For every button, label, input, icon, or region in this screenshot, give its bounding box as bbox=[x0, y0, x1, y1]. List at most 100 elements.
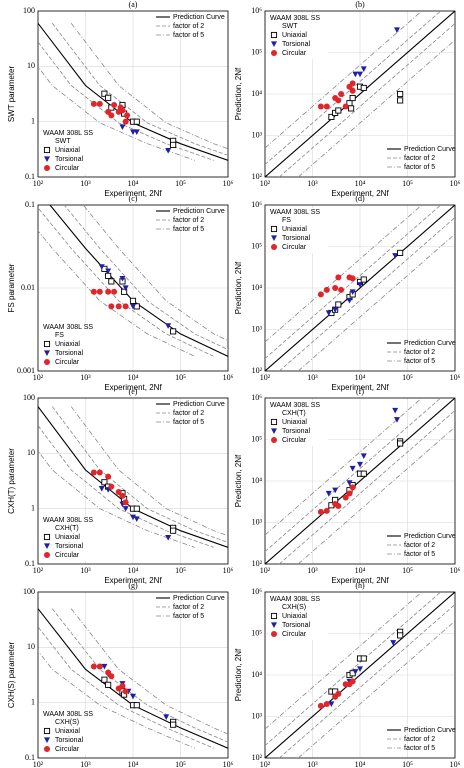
marker-circle bbox=[349, 484, 356, 491]
marker-circle bbox=[332, 285, 339, 291]
marker-square bbox=[360, 276, 367, 283]
marker-circle bbox=[335, 502, 342, 509]
marker-triangle bbox=[332, 307, 339, 313]
curve bbox=[265, 592, 455, 758]
y-tick-label: 10⁴ bbox=[251, 670, 262, 679]
legend-label: Prediction Curve bbox=[404, 340, 456, 347]
line-legend: Prediction Curve factor of 2 factor of 5 bbox=[387, 146, 456, 171]
marker-square bbox=[121, 288, 128, 295]
y-tick-label: 10⁶ bbox=[251, 6, 262, 15]
line-legend: Prediction Curve factor of 2 factor of 5 bbox=[156, 208, 225, 233]
marker-circle bbox=[111, 288, 118, 295]
marker-circle bbox=[111, 102, 118, 109]
legend-label: Circular bbox=[282, 437, 307, 444]
marker-circle bbox=[323, 507, 330, 514]
marker-circle bbox=[96, 100, 103, 107]
legend-label: Uniaxial bbox=[55, 534, 80, 541]
marker-circle bbox=[323, 701, 330, 708]
marker-circle bbox=[338, 91, 345, 97]
marker-circle bbox=[271, 244, 277, 250]
curve bbox=[38, 406, 228, 548]
marker-square bbox=[328, 113, 335, 120]
legend-label: Uniaxial bbox=[282, 226, 307, 233]
marker-circle bbox=[44, 359, 50, 365]
y-tick-label: 100 bbox=[23, 393, 35, 402]
marker-triangle bbox=[360, 453, 367, 460]
marker-triangle bbox=[357, 666, 363, 672]
marker-triangle bbox=[101, 663, 108, 670]
y-tick-label: 10⁴ bbox=[251, 89, 262, 98]
y-tick-label: 10³ bbox=[252, 130, 263, 139]
marker-triangle bbox=[360, 66, 367, 73]
x-tick-label: 10⁴ bbox=[128, 373, 139, 382]
panel-label: (h) bbox=[355, 581, 365, 590]
x-axis-label: Experiment, 2Nf bbox=[331, 576, 389, 585]
marker-triangle bbox=[133, 516, 140, 523]
marker-square bbox=[397, 440, 404, 447]
panel: (h)10²10³10⁴10⁵10⁶10²10³10⁴10⁵10⁶Experim… bbox=[234, 581, 460, 768]
x-tick-label: 10² bbox=[260, 566, 271, 575]
y-tick-label: 10 bbox=[27, 61, 35, 70]
marker-circle bbox=[96, 469, 103, 476]
marker-square bbox=[129, 297, 137, 304]
marker-circle bbox=[342, 103, 349, 110]
plot-marks bbox=[265, 592, 455, 758]
panel: (f) 10² 10³ 10⁴ 10⁵ 10⁶ 10² 10³ 10⁴ 10⁵ 10⁶ Experim… bbox=[234, 387, 460, 585]
marker-square bbox=[270, 31, 278, 39]
legend-label: factor of 2 bbox=[404, 736, 435, 743]
legend-label: factor of 5 bbox=[173, 32, 204, 39]
x-tick-label: 10² bbox=[260, 179, 271, 188]
curve bbox=[265, 11, 455, 177]
x-tick-label: 10⁶ bbox=[223, 760, 234, 768]
y-tick-label: 10³ bbox=[252, 517, 263, 526]
curve bbox=[38, 205, 228, 357]
marker-square bbox=[101, 479, 108, 486]
plot-frame bbox=[264, 10, 456, 178]
marker-triangle bbox=[346, 480, 353, 486]
x-tick-label: 10³ bbox=[307, 760, 318, 768]
x-tick-label: 10³ bbox=[80, 760, 91, 768]
marker-triangle bbox=[357, 71, 363, 78]
legend-label: Prediction Curve bbox=[404, 727, 456, 734]
marker-triangle bbox=[346, 297, 353, 304]
y-axis-label: Prediction, 2Nf bbox=[234, 454, 243, 507]
marker-circle bbox=[317, 702, 324, 709]
x-tick-label: 10⁴ bbox=[355, 760, 366, 768]
marker-circle bbox=[108, 112, 115, 119]
legend-label: factor of 2 bbox=[173, 217, 204, 224]
marker-circle bbox=[122, 688, 129, 695]
y-tick-label: 10⁵ bbox=[251, 628, 262, 637]
panel-label: (b) bbox=[355, 0, 365, 9]
curve bbox=[38, 608, 228, 749]
plot-frame bbox=[37, 10, 229, 178]
y-axis-label: FS parameter bbox=[7, 263, 16, 312]
x-tick-label: 10⁵ bbox=[402, 760, 413, 768]
legend-label: Torsional bbox=[282, 235, 310, 242]
marker-square bbox=[43, 146, 51, 154]
legend-label: factor of 2 bbox=[173, 23, 204, 30]
marker-triangle bbox=[130, 129, 136, 136]
marker-circle bbox=[90, 663, 97, 670]
legend-label: factor of 5 bbox=[173, 419, 204, 426]
marker-square bbox=[133, 505, 140, 512]
x-tick-label: 10⁴ bbox=[355, 373, 366, 382]
y-axis-label: SWT parameter bbox=[7, 66, 16, 123]
legend-label: Uniaxial bbox=[282, 419, 307, 426]
x-tick-label: 10⁶ bbox=[450, 373, 461, 382]
legend-label: factor of 2 bbox=[173, 604, 204, 611]
legend-label: Torsional bbox=[55, 156, 83, 163]
plot-frame bbox=[37, 204, 229, 372]
legend-label: Prediction Curve bbox=[173, 208, 225, 215]
legend-label: Circular bbox=[55, 746, 80, 753]
marker-square bbox=[105, 681, 112, 688]
panel: (a) 10² 10³ 10⁴ 10⁵ 10⁶ 0.1 1 10 100 Experiment, 2… bbox=[7, 0, 233, 198]
x-tick-label: 10³ bbox=[80, 566, 91, 575]
marker-circle bbox=[323, 103, 330, 110]
marker-square bbox=[397, 90, 404, 98]
legend-label: Torsional bbox=[282, 41, 310, 48]
curve bbox=[38, 406, 228, 548]
panel: (d) 10² 10³ 10⁴ 10⁵ 10⁶ 10² 10³ 10⁴ 10⁵ 10⁶ Experim… bbox=[234, 194, 460, 392]
y-axis-label: CXH(T) parameter bbox=[7, 448, 16, 514]
y-tick-label: 10⁶ bbox=[251, 393, 262, 402]
